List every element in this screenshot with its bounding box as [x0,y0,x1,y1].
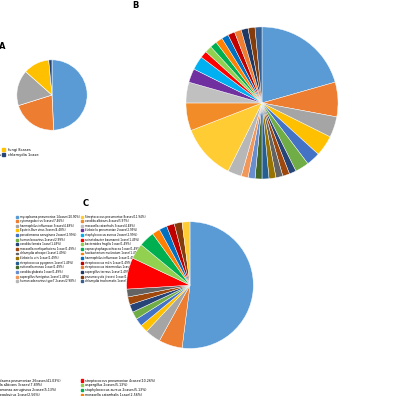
Wedge shape [241,28,262,103]
Wedge shape [191,103,262,171]
Wedge shape [262,103,318,164]
Wedge shape [255,27,262,103]
Text: B: B [133,1,139,10]
Wedge shape [128,285,190,305]
Wedge shape [262,103,290,176]
Wedge shape [262,103,283,178]
Wedge shape [186,103,262,130]
Wedge shape [127,258,190,289]
Wedge shape [49,60,52,95]
Wedge shape [262,103,296,174]
Legend: mycoplasma pneumoniae 26cases(41.03%), candida albicans 3cases(7.89%), pseudomon: mycoplasma pneumoniae 26cases(41.03%), c… [0,379,166,396]
Wedge shape [255,103,262,179]
Wedge shape [262,103,330,154]
Wedge shape [194,57,262,103]
Wedge shape [234,30,262,103]
Wedge shape [206,47,262,103]
Wedge shape [182,222,253,348]
Wedge shape [262,103,276,179]
Wedge shape [241,103,262,178]
Wedge shape [133,285,190,319]
Wedge shape [167,224,190,285]
Wedge shape [201,52,262,103]
Wedge shape [262,103,337,137]
Wedge shape [133,245,190,285]
Wedge shape [248,103,262,179]
Wedge shape [262,82,338,117]
Wedge shape [153,230,190,285]
Wedge shape [248,27,262,103]
Wedge shape [211,42,262,103]
Wedge shape [136,285,190,326]
Wedge shape [160,285,190,348]
Wedge shape [174,222,190,285]
Wedge shape [160,226,190,285]
Wedge shape [18,95,54,130]
Wedge shape [52,60,87,130]
Wedge shape [262,27,335,103]
Wedge shape [262,103,269,179]
Wedge shape [141,234,190,285]
Wedge shape [17,72,52,106]
Wedge shape [186,82,262,103]
Wedge shape [216,38,262,103]
Wedge shape [141,285,190,331]
Wedge shape [262,103,308,171]
Wedge shape [189,69,262,103]
Text: C: C [82,199,88,208]
Wedge shape [228,32,262,103]
Text: A: A [0,42,6,51]
Wedge shape [130,285,190,312]
Wedge shape [222,35,262,103]
Legend: mycoplasma pneumoniae 14cases(20.90%), cytomegalovirus 5cases(7.46%), haemophilu: mycoplasma pneumoniae 14cases(20.90%), c… [16,215,146,283]
Wedge shape [228,103,262,176]
Wedge shape [182,222,190,285]
Legend: bacteria 33cases, mycoplasmata 14cases, viruses 11cases, fungi 8cases, chlamydia: bacteria 33cases, mycoplasmata 14cases, … [0,148,38,162]
Wedge shape [147,285,190,341]
Wedge shape [127,285,190,297]
Wedge shape [26,60,52,95]
